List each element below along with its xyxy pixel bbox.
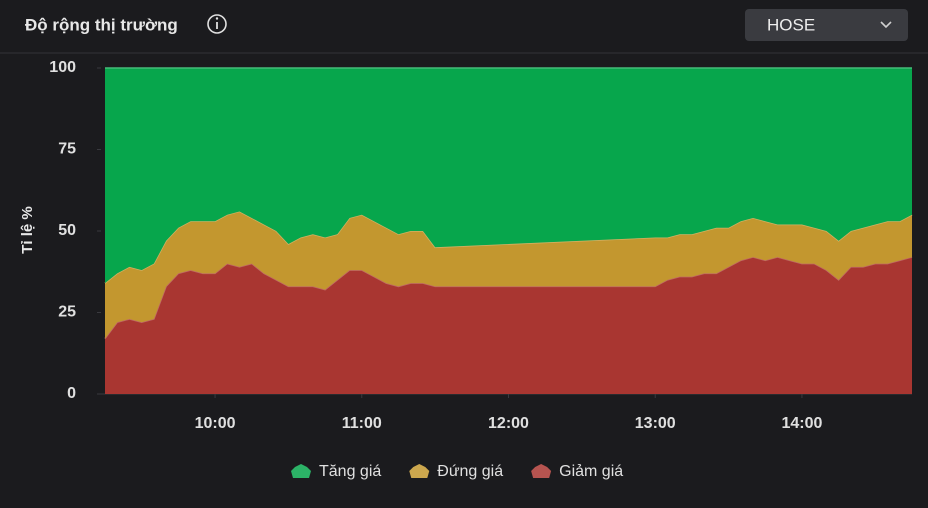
x-tick-label: 14:00	[781, 415, 822, 432]
legend-label: Tăng giá	[319, 463, 381, 480]
legend-item[interactable]: Đứng giá	[409, 463, 503, 480]
y-tick-label: 100	[49, 59, 76, 76]
x-tick-label: 11:00	[342, 415, 382, 432]
area	[105, 257, 912, 394]
y-tick-label: 0	[67, 385, 76, 402]
info-icon[interactable]	[207, 14, 227, 34]
widget-title: Độ rộng thị trường	[25, 15, 178, 34]
market-dropdown[interactable]: HOSE	[745, 9, 908, 41]
y-tick-label: 25	[58, 304, 76, 321]
legend-icon	[409, 464, 430, 478]
legend-label: Giảm giá	[559, 463, 623, 480]
legend-icon	[291, 464, 311, 478]
y-tick-label: 50	[58, 222, 76, 239]
legend-item[interactable]: Tăng giá	[291, 463, 381, 480]
area	[105, 68, 912, 284]
x-tick-label: 12:00	[488, 415, 529, 432]
legend-icon	[531, 464, 552, 478]
plot: 0 25 50 75 100 10:00 11:00 12:00 13:00 14:00	[49, 59, 913, 432]
y-axis-label: Tỉ lệ %	[19, 206, 36, 254]
dropdown-value: HOSE	[767, 15, 815, 34]
x-tick-label: 13:00	[635, 415, 676, 432]
area	[105, 211, 912, 339]
x-tick-label: 10:00	[195, 415, 236, 432]
legend-item[interactable]: Giảm giá	[531, 463, 623, 480]
legend-label: Đứng giá	[437, 463, 503, 480]
y-tick-label: 75	[58, 141, 76, 158]
